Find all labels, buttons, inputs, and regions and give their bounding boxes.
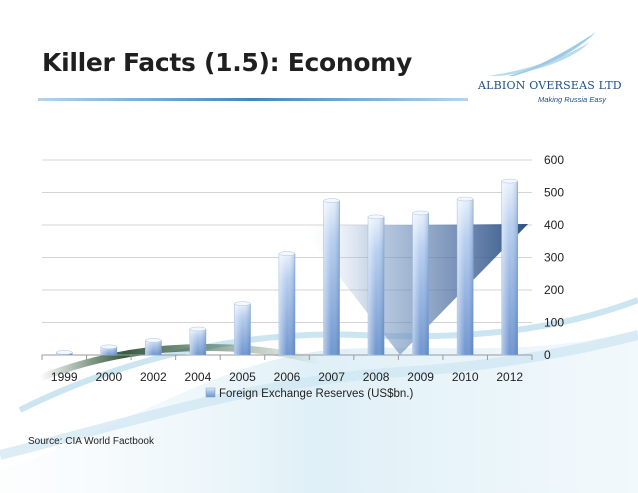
bar-cap-1999 xyxy=(56,350,73,355)
legend-swatch xyxy=(205,387,216,398)
y-tick-label: 200 xyxy=(544,283,564,297)
x-tick-label: 2007 xyxy=(318,370,345,384)
bar-shade-2008 xyxy=(368,216,385,355)
title-underline xyxy=(38,98,468,101)
bar-shade-2007 xyxy=(323,200,340,355)
x-tick-label: 2010 xyxy=(452,370,479,384)
bar-cap-2000 xyxy=(100,344,118,350)
bar-shade-2010 xyxy=(457,199,474,355)
bar-shade-2009 xyxy=(412,212,429,355)
bar-cap-2010 xyxy=(456,196,474,202)
x-tick-label: 2009 xyxy=(407,370,434,384)
legend-label: Foreign Exchange Reserves (US$bn.) xyxy=(219,388,413,400)
x-tick-label: 2008 xyxy=(363,370,390,384)
bar-cap-2005 xyxy=(234,301,251,306)
bar-shade-2012 xyxy=(501,181,518,355)
bar-cap-2008 xyxy=(367,214,385,220)
y-tick-label: 400 xyxy=(544,218,564,232)
bar-cap-2009 xyxy=(412,210,429,216)
bar-shade-2004 xyxy=(189,329,206,355)
slide-title: Killer Facts (1.5): Economy xyxy=(42,48,413,77)
y-tick-label: 0 xyxy=(544,348,551,362)
bar-shade-2002 xyxy=(145,340,162,355)
source-note: Source: CIA World Factbook xyxy=(28,436,154,447)
y-tick-label: 300 xyxy=(544,251,564,265)
x-tick-label: 2002 xyxy=(140,370,167,384)
bar-shade-2005 xyxy=(234,303,251,355)
y-tick-label: 600 xyxy=(544,153,564,167)
y-tick-label: 500 xyxy=(544,186,564,200)
logo-tagline: Making Russia Easy xyxy=(538,95,606,104)
bar-cap-2006 xyxy=(278,251,296,256)
bar-cap-2012 xyxy=(501,178,518,184)
bar-cap-2007 xyxy=(323,198,340,203)
chart-legend: Foreign Exchange Reserves (US$bn.) xyxy=(205,387,413,400)
logo-company-name: ALBION OVERSEAS LTD xyxy=(478,79,622,92)
company-logo: ALBION OVERSEAS LTD Making Russia Easy xyxy=(478,28,622,120)
x-tick-label: 1999 xyxy=(51,370,78,384)
bar-shade-2006 xyxy=(279,253,295,355)
x-tick-label: 2004 xyxy=(185,370,212,384)
bar-shade-2000 xyxy=(100,346,117,355)
bar-cap-2004 xyxy=(189,326,207,332)
x-tick-label: 2006 xyxy=(274,370,301,384)
x-tick-label: 2000 xyxy=(95,370,122,384)
bar-cap-2002 xyxy=(145,338,162,343)
x-tick-label: 2005 xyxy=(229,370,256,384)
y-tick-label: 100 xyxy=(544,316,564,330)
x-tick-label: 2012 xyxy=(496,370,523,384)
